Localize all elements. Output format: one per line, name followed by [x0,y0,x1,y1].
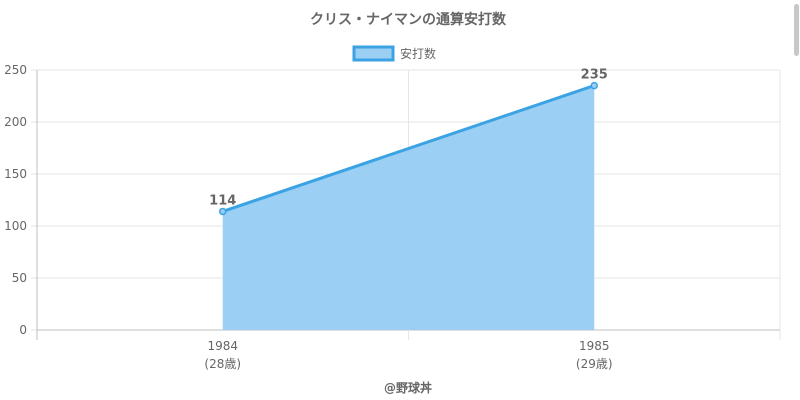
y-tick-label: 0 [19,323,27,337]
y-tick-label: 50 [12,271,27,285]
data-label: 235 [581,68,608,83]
y-tick-label: 250 [4,63,27,77]
legend-swatch [352,45,395,62]
data-point [219,207,227,216]
y-tick-label: 200 [4,115,27,129]
y-tick-label: 150 [4,167,27,181]
scrollbar-thumb[interactable] [794,4,799,56]
x-tick-label: 1984 [207,339,238,353]
legend-label: 安打数 [400,46,436,61]
series-line [222,84,595,213]
scrollbar[interactable] [792,0,800,400]
x-tick-sublabel: (29歳) [576,357,613,371]
data-point [590,81,598,90]
series-area: 114 235 [209,68,608,330]
series-area-fill [222,85,595,330]
x-tick-label: 1985 [579,339,610,353]
axis-ticks: 0 50 100 150 200 250 1984 (28歳) 1985 (29歳) [4,63,612,371]
y-tick-label: 100 [4,219,27,233]
legend[interactable]: 安打数 [352,45,436,62]
credit-text: @野球丼 [384,380,432,395]
x-tick-sublabel: (28歳) [204,357,241,371]
chart-title: クリス・ナイマンの通算安打数 [310,11,507,28]
data-label: 114 [209,193,236,208]
